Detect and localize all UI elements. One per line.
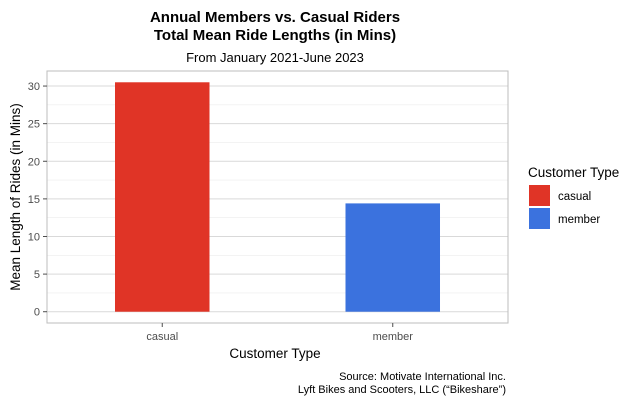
legend-label-casual: casual bbox=[558, 191, 591, 203]
bars bbox=[114, 82, 441, 312]
y-tick-label: 30 bbox=[28, 81, 40, 93]
y-tick-label: 25 bbox=[28, 119, 40, 131]
x-tick-label-casual: casual bbox=[146, 331, 178, 343]
y-axis-ticks: 0 5 10 15 20 25 30 bbox=[28, 81, 47, 319]
y-axis-label: Mean Length of Rides (in Mins) bbox=[8, 103, 23, 291]
x-axis-ticks: casual member bbox=[146, 323, 413, 343]
bar-member bbox=[345, 203, 441, 312]
x-tick-label-member: member bbox=[373, 331, 414, 343]
legend-label-member: member bbox=[558, 214, 600, 226]
legend-title: Customer Type bbox=[528, 165, 619, 180]
caption-source-line-2: Lyft Bikes and Scooters, LLC (“Bikeshare… bbox=[298, 384, 506, 396]
bar-casual bbox=[114, 82, 210, 312]
chart-title-line-1: Annual Members vs. Casual Riders bbox=[150, 9, 400, 26]
y-tick-label: 5 bbox=[34, 269, 40, 281]
y-tick-label: 20 bbox=[28, 156, 40, 168]
plot-border bbox=[46, 70, 509, 324]
chart-subtitle: From January 2021-June 2023 bbox=[186, 50, 364, 65]
chart-title-line-2: Total Mean Ride Lengths (in Mins) bbox=[154, 27, 396, 44]
y-tick-label: 10 bbox=[28, 231, 40, 243]
legend: Customer Type casual member bbox=[528, 165, 619, 229]
y-tick-label: 0 bbox=[34, 307, 40, 319]
legend-key-member bbox=[529, 208, 550, 229]
x-axis-label: Customer Type bbox=[229, 346, 320, 361]
plot-area: 0 5 10 15 20 25 30 casual member bbox=[28, 70, 509, 343]
legend-key-casual bbox=[529, 185, 550, 206]
y-tick-label: 15 bbox=[28, 194, 40, 206]
legend-items: casual member bbox=[529, 185, 600, 229]
caption-source-line-1: Source: Motivate International Inc. bbox=[339, 371, 506, 383]
